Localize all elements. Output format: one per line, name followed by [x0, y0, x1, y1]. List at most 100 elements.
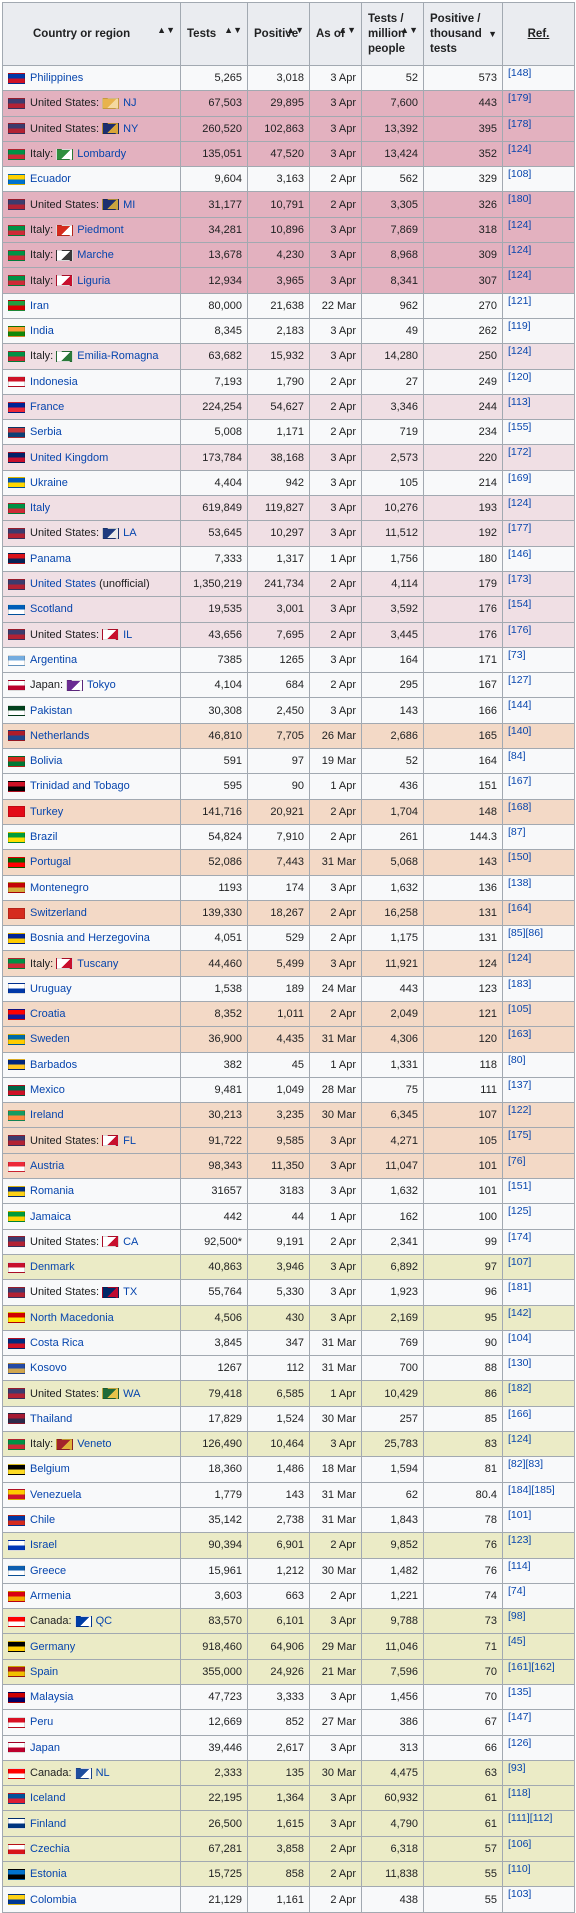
country-link[interactable]: Costa Rica: [30, 1336, 84, 1349]
header-tests-per-million[interactable]: Tests / million people ▲▼: [361, 2, 424, 66]
country-link[interactable]: Tokyo: [87, 679, 116, 692]
ref-link[interactable]: [163]: [508, 1028, 532, 1041]
ref-link[interactable]: [106]: [508, 1837, 532, 1850]
country-link[interactable]: Venezuela: [30, 1488, 82, 1501]
ref-link[interactable]: [74]: [508, 1584, 526, 1597]
country-link[interactable]: Italy: [30, 502, 51, 515]
ref-link[interactable]: [147]: [508, 1711, 532, 1724]
ref-link[interactable]: [181]: [508, 1281, 532, 1294]
country-link[interactable]: Belgium: [30, 1463, 70, 1476]
header-as-of[interactable]: As of ▲▼: [309, 2, 362, 66]
ref-link[interactable]: [124]: [508, 142, 532, 155]
ref-link[interactable]: [146]: [508, 547, 532, 560]
ref-link[interactable]: [175]: [508, 1129, 532, 1142]
ref-link[interactable]: [98]: [508, 1610, 526, 1623]
ref-link[interactable]: [176]: [508, 623, 532, 636]
ref-link[interactable]: [174]: [508, 1230, 532, 1243]
country-link[interactable]: Argentina: [30, 653, 78, 666]
ref-link[interactable]: [114]: [508, 1559, 531, 1572]
country-link[interactable]: Romania: [30, 1185, 75, 1198]
ref-link[interactable]: [124]: [508, 952, 532, 965]
ref-link[interactable]: [123]: [508, 1534, 532, 1547]
country-link[interactable]: Panama: [30, 552, 71, 565]
country-link[interactable]: Israel: [30, 1539, 57, 1552]
country-link[interactable]: Austria: [30, 1159, 65, 1172]
country-link[interactable]: Armenia: [30, 1589, 71, 1602]
country-link[interactable]: Czechia: [30, 1842, 70, 1855]
country-link[interactable]: India: [30, 325, 54, 338]
country-link[interactable]: FL: [123, 1134, 136, 1147]
ref-link[interactable]: [73]: [508, 648, 526, 661]
country-link[interactable]: United States: [30, 578, 97, 591]
ref-link[interactable]: [118]: [508, 1787, 531, 1800]
ref-link[interactable]: [105]: [508, 1002, 532, 1015]
country-link[interactable]: Philippines: [30, 72, 84, 85]
country-link[interactable]: Lombardy: [77, 148, 127, 161]
country-link[interactable]: Uruguay: [30, 982, 72, 995]
country-link[interactable]: Denmark: [30, 1261, 75, 1274]
ref-link[interactable]: [103]: [508, 1888, 532, 1901]
ref-link[interactable]: [111][112]: [508, 1812, 553, 1825]
ref-link[interactable]: [178]: [508, 117, 532, 130]
country-link[interactable]: Iran: [30, 299, 49, 312]
ref-link[interactable]: [183]: [508, 977, 532, 990]
country-link[interactable]: Iceland: [30, 1792, 66, 1805]
country-link[interactable]: Liguria: [77, 274, 111, 287]
ref-link[interactable]: [127]: [508, 674, 532, 687]
country-link[interactable]: IL: [123, 628, 133, 641]
country-link[interactable]: Germany: [30, 1640, 76, 1653]
ref-link[interactable]: [144]: [508, 699, 532, 712]
ref-link[interactable]: [124]: [508, 345, 532, 358]
country-link[interactable]: TX: [123, 1286, 138, 1299]
country-link[interactable]: NJ: [123, 97, 137, 110]
country-link[interactable]: Pakistan: [30, 704, 73, 717]
ref-link[interactable]: [148]: [508, 67, 532, 79]
country-link[interactable]: Bosnia and Herzegovina: [30, 932, 150, 945]
country-link[interactable]: QC: [95, 1615, 113, 1628]
country-link[interactable]: Sweden: [30, 1033, 70, 1046]
ref-link[interactable]: [124]: [508, 497, 532, 510]
ref-link[interactable]: [182]: [508, 1382, 532, 1395]
ref-link[interactable]: [130]: [508, 1357, 532, 1370]
ref-link[interactable]: [101]: [508, 1508, 532, 1521]
ref-link[interactable]: [122]: [508, 1104, 532, 1117]
ref-link[interactable]: [76]: [508, 1154, 526, 1167]
country-link[interactable]: Trinidad and Tobago: [30, 780, 130, 793]
ref-link[interactable]: [121]: [508, 294, 532, 307]
country-link[interactable]: Croatia: [30, 1008, 66, 1021]
country-link[interactable]: Switzerland: [30, 906, 87, 919]
country-link[interactable]: Ireland: [30, 1109, 64, 1122]
country-link[interactable]: Colombia: [30, 1893, 77, 1906]
ref-link[interactable]: [124]: [508, 269, 532, 282]
country-link[interactable]: Indonesia: [30, 375, 78, 388]
header-country[interactable]: Country or region ▲▼: [2, 2, 181, 66]
ref-link[interactable]: [151]: [508, 1180, 532, 1193]
country-link[interactable]: North Macedonia: [30, 1311, 114, 1324]
header-positive-per-thousand[interactable]: Positive / thousand tests ▼: [423, 2, 503, 66]
ref-link[interactable]: [184][185]: [508, 1483, 555, 1496]
ref-link[interactable]: [155]: [508, 421, 532, 434]
ref-link[interactable]: [85][86]: [508, 927, 544, 940]
ref-link[interactable]: [179]: [508, 92, 532, 105]
country-link[interactable]: United Kingdom: [30, 451, 109, 464]
ref-link[interactable]: [93]: [508, 1761, 526, 1774]
ref-link[interactable]: [169]: [508, 471, 532, 484]
country-link[interactable]: Peru: [30, 1716, 54, 1729]
country-link[interactable]: Portugal: [30, 856, 71, 869]
ref-link[interactable]: [108]: [508, 168, 532, 181]
country-link[interactable]: Greece: [30, 1564, 67, 1577]
ref-link[interactable]: [45]: [508, 1635, 526, 1648]
ref-link[interactable]: [138]: [508, 876, 532, 889]
ref-link[interactable]: [180]: [508, 193, 532, 206]
country-link[interactable]: Ukraine: [30, 476, 68, 489]
ref-link[interactable]: [104]: [508, 1331, 532, 1344]
ref-link[interactable]: [107]: [508, 1255, 532, 1268]
ref-link[interactable]: [150]: [508, 851, 532, 864]
country-link[interactable]: Spain: [30, 1665, 59, 1678]
ref-link[interactable]: [119]: [508, 319, 531, 332]
country-link[interactable]: LA: [123, 527, 137, 540]
country-link[interactable]: Mexico: [30, 1084, 65, 1097]
ref-link[interactable]: [172]: [508, 446, 532, 459]
country-link[interactable]: Thailand: [30, 1412, 73, 1425]
header-tests[interactable]: Tests ▲▼: [180, 2, 248, 66]
